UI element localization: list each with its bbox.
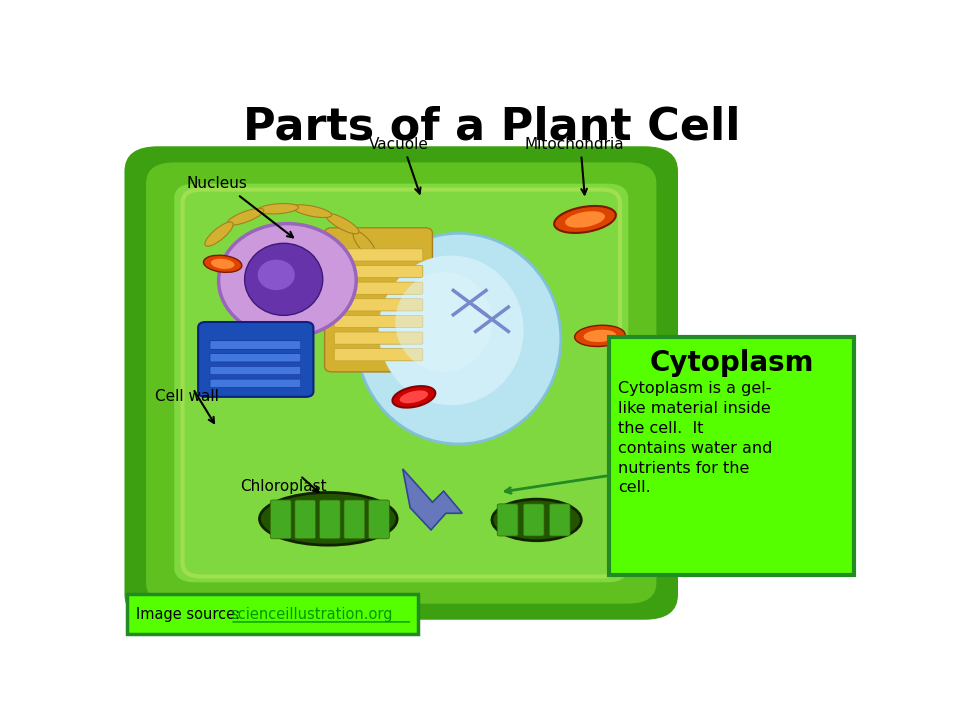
Ellipse shape: [554, 206, 616, 233]
Ellipse shape: [356, 233, 561, 444]
Text: Vacuole: Vacuole: [369, 137, 429, 152]
Ellipse shape: [211, 258, 234, 269]
FancyBboxPatch shape: [210, 379, 300, 387]
Ellipse shape: [575, 325, 625, 346]
Ellipse shape: [353, 231, 376, 258]
FancyBboxPatch shape: [210, 366, 300, 374]
Text: scienceillustration.org: scienceillustration.org: [230, 607, 393, 621]
FancyBboxPatch shape: [210, 341, 300, 349]
FancyBboxPatch shape: [609, 337, 854, 575]
Text: Cytoplasm is a gel-
like material inside
the cell.  It
contains water and
nutrie: Cytoplasm is a gel- like material inside…: [617, 382, 772, 495]
Ellipse shape: [396, 272, 492, 372]
Ellipse shape: [219, 224, 356, 337]
FancyBboxPatch shape: [334, 332, 422, 344]
FancyBboxPatch shape: [198, 322, 313, 397]
Ellipse shape: [325, 213, 359, 234]
Text: Mitochondria: Mitochondria: [524, 137, 624, 152]
Ellipse shape: [257, 204, 299, 214]
FancyBboxPatch shape: [146, 162, 657, 603]
Ellipse shape: [228, 208, 264, 225]
Text: Nucleus: Nucleus: [186, 176, 247, 191]
FancyBboxPatch shape: [497, 504, 518, 536]
FancyBboxPatch shape: [128, 594, 418, 634]
FancyBboxPatch shape: [344, 500, 365, 539]
FancyBboxPatch shape: [334, 282, 422, 294]
Ellipse shape: [204, 256, 242, 272]
FancyBboxPatch shape: [125, 146, 678, 620]
FancyBboxPatch shape: [334, 299, 422, 311]
Text: Image source:: Image source:: [136, 607, 245, 621]
FancyBboxPatch shape: [334, 315, 422, 328]
Ellipse shape: [257, 260, 295, 290]
Ellipse shape: [259, 492, 397, 545]
FancyBboxPatch shape: [320, 500, 340, 539]
Ellipse shape: [584, 330, 616, 342]
Ellipse shape: [378, 256, 523, 405]
Text: Chloroplast: Chloroplast: [240, 480, 327, 494]
FancyBboxPatch shape: [334, 266, 422, 278]
FancyBboxPatch shape: [324, 228, 432, 372]
Ellipse shape: [492, 499, 582, 541]
Ellipse shape: [204, 222, 233, 246]
Ellipse shape: [245, 243, 323, 315]
FancyBboxPatch shape: [295, 500, 316, 539]
FancyBboxPatch shape: [210, 354, 300, 362]
Ellipse shape: [393, 386, 435, 408]
Polygon shape: [403, 469, 463, 530]
FancyBboxPatch shape: [271, 500, 291, 539]
FancyBboxPatch shape: [369, 500, 390, 539]
Text: Parts of a Plant Cell: Parts of a Plant Cell: [243, 106, 741, 149]
Text: Cell wall: Cell wall: [155, 390, 219, 405]
FancyBboxPatch shape: [549, 504, 570, 536]
Ellipse shape: [565, 211, 605, 228]
Ellipse shape: [292, 204, 332, 217]
Ellipse shape: [399, 390, 428, 403]
FancyBboxPatch shape: [334, 249, 422, 261]
FancyBboxPatch shape: [334, 348, 422, 361]
FancyBboxPatch shape: [173, 182, 630, 584]
FancyBboxPatch shape: [523, 504, 544, 536]
Text: Cytoplasm: Cytoplasm: [649, 349, 814, 377]
